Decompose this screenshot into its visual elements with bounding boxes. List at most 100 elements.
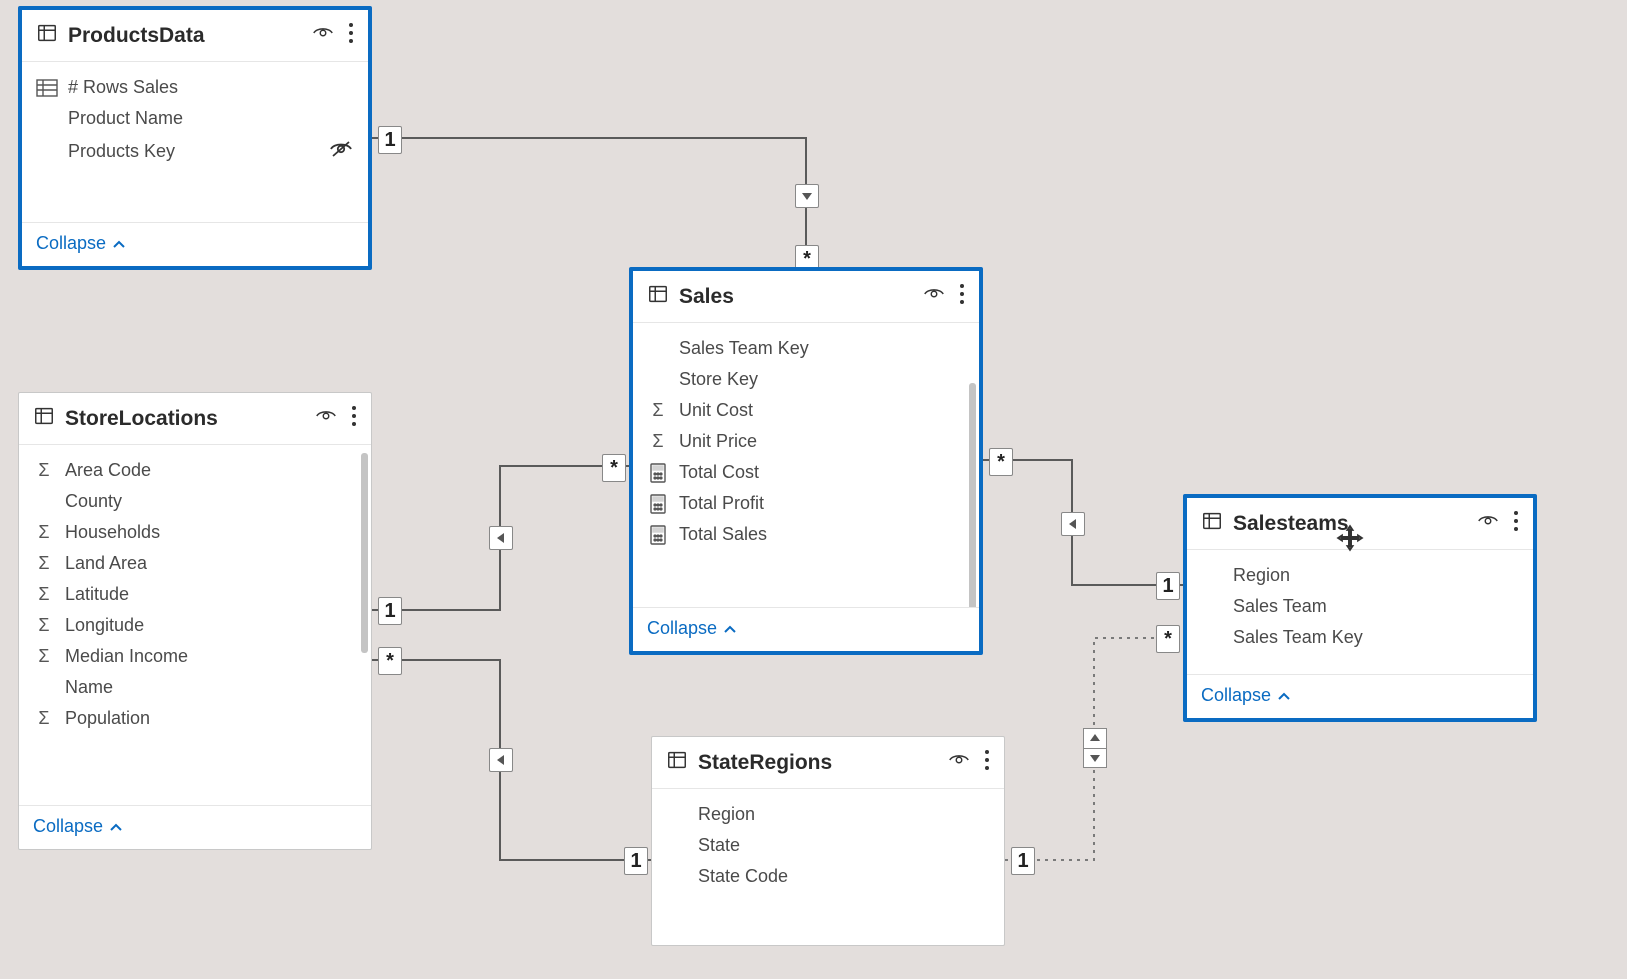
filter-direction-icon[interactable] — [489, 526, 513, 550]
field-row[interactable]: Store Key — [639, 364, 973, 395]
field-label: Total Sales — [679, 524, 965, 545]
table-card-products[interactable]: ProductsData # Rows Sales Product Name Prod… — [18, 6, 372, 270]
field-row[interactable]: ΣUnit Cost — [639, 395, 973, 426]
fields-list: Sales Team Key Store Key ΣUnit Cost Σ Unit P… — [633, 323, 979, 607]
visibility-icon[interactable] — [315, 407, 337, 430]
visibility-icon[interactable] — [1477, 512, 1499, 535]
table-card-stateregions[interactable]: StateRegions RegionStateState Code — [651, 736, 1005, 946]
chevron-up-icon — [109, 816, 123, 837]
cardinality-label: * — [602, 454, 626, 482]
relationship-products-sales[interactable] — [372, 138, 806, 267]
card-footer: Collapse — [22, 222, 368, 266]
field-row[interactable]: County — [25, 486, 365, 517]
collapse-link[interactable]: Collapse — [33, 816, 123, 837]
field-row[interactable]: State — [658, 830, 998, 861]
field-row[interactable]: Region — [658, 799, 998, 830]
visibility-icon[interactable] — [312, 24, 334, 47]
field-row[interactable]: Total Sales — [639, 519, 973, 550]
filter-direction-icon[interactable] — [795, 184, 819, 208]
table-header[interactable]: StoreLocations — [19, 393, 371, 445]
field-row[interactable]: Name — [25, 672, 365, 703]
table-title: StoreLocations — [65, 407, 305, 431]
table-icon — [1201, 510, 1223, 537]
table-icon — [647, 283, 669, 310]
field-row[interactable]: ΣHouseholds — [25, 517, 365, 548]
filter-direction-both-icon[interactable] — [1083, 728, 1107, 768]
field-type-icon — [647, 463, 669, 483]
chevron-up-icon — [112, 233, 126, 254]
field-label: Sales Team — [1233, 596, 1519, 617]
field-label: Unit Price — [679, 431, 965, 452]
field-type-icon: Σ — [33, 646, 55, 667]
table-card-sales[interactable]: SalesSales Team KeyStore KeyΣUnit CostΣU… — [629, 267, 983, 655]
table-header[interactable]: StateRegions — [652, 737, 1004, 789]
filter-direction-icon[interactable] — [1061, 512, 1085, 536]
field-row[interactable]: Region — [1193, 560, 1527, 591]
field-row[interactable]: Sales Team Key — [639, 333, 973, 364]
cardinality-label: * — [378, 647, 402, 675]
hidden-icon[interactable] — [328, 139, 354, 164]
visibility-icon[interactable] — [923, 285, 945, 308]
collapse-label: Collapse — [1201, 685, 1271, 706]
field-row[interactable]: Product Name — [28, 103, 362, 134]
collapse-link[interactable]: Collapse — [36, 233, 126, 254]
field-row[interactable]: ΣLongitude — [25, 610, 365, 641]
fields-list: # Rows Sales Product Name Products Key — [22, 62, 368, 222]
field-row[interactable]: Sales Team Key — [1193, 622, 1527, 653]
table-card-storelocations[interactable]: StoreLocationsΣArea CodeCountyΣHousehold… — [18, 392, 372, 850]
cardinality-label: 1 — [624, 847, 648, 875]
scrollbar-thumb[interactable] — [969, 383, 976, 607]
field-type-icon — [647, 525, 669, 545]
field-type-icon: Σ — [33, 522, 55, 543]
field-row[interactable]: ΣArea Code — [25, 455, 365, 486]
field-label: # Rows Sales — [68, 77, 354, 98]
field-type-icon — [36, 79, 58, 97]
fields-list: RegionStateState Code — [652, 789, 1004, 945]
cardinality-label: * — [989, 448, 1013, 476]
field-row[interactable]: # Rows Sales — [28, 72, 362, 103]
field-label: Unit Cost — [679, 400, 965, 421]
field-row[interactable]: Total Profit — [639, 488, 973, 519]
scrollbar-thumb[interactable] — [361, 453, 368, 653]
field-label: Total Profit — [679, 493, 965, 514]
field-row[interactable]: ΣLand Area — [25, 548, 365, 579]
more-icon[interactable] — [351, 405, 357, 432]
field-label: Region — [1233, 565, 1519, 586]
field-row[interactable]: ΣLatitude — [25, 579, 365, 610]
more-icon[interactable] — [984, 749, 990, 776]
more-icon[interactable] — [348, 22, 354, 49]
fields-list: ΣArea CodeCountyΣHouseholdsΣLand AreaΣLa… — [19, 445, 371, 805]
collapse-link[interactable]: Collapse — [1201, 685, 1291, 706]
field-row[interactable]: Total Cost — [639, 457, 973, 488]
field-row[interactable]: Sales Team — [1193, 591, 1527, 622]
visibility-icon[interactable] — [948, 751, 970, 774]
field-row[interactable]: ΣPopulation — [25, 703, 365, 734]
field-row[interactable]: Σ Unit Price — [639, 426, 973, 457]
field-type-icon: Σ — [647, 431, 669, 452]
card-footer: Collapse — [633, 607, 979, 651]
field-row[interactable]: Products Key — [28, 134, 362, 169]
field-label: Products Key — [68, 141, 318, 162]
field-type-icon: Σ — [33, 615, 55, 636]
field-label: Sales Team Key — [1233, 627, 1519, 648]
field-label: Sales Team Key — [679, 338, 965, 359]
field-label: Total Cost — [679, 462, 965, 483]
table-title: StateRegions — [698, 751, 938, 775]
more-icon[interactable] — [1513, 510, 1519, 537]
field-label: Median Income — [65, 646, 357, 667]
table-icon — [36, 22, 58, 49]
table-title: ProductsData — [68, 24, 302, 48]
field-label: Store Key — [679, 369, 965, 390]
field-row[interactable]: State Code — [658, 861, 998, 892]
cardinality-label: 1 — [1156, 572, 1180, 600]
table-header[interactable]: ProductsData — [22, 10, 368, 62]
table-header[interactable]: Sales — [633, 271, 979, 323]
cardinality-label: 1 — [378, 597, 402, 625]
field-type-icon: Σ — [33, 553, 55, 574]
field-label: Area Code — [65, 460, 357, 481]
filter-direction-icon[interactable] — [489, 748, 513, 772]
collapse-link[interactable]: Collapse — [647, 618, 737, 639]
more-icon[interactable] — [959, 283, 965, 310]
field-row[interactable]: Σ Median Income — [25, 641, 365, 672]
card-footer: Collapse — [1187, 674, 1533, 718]
